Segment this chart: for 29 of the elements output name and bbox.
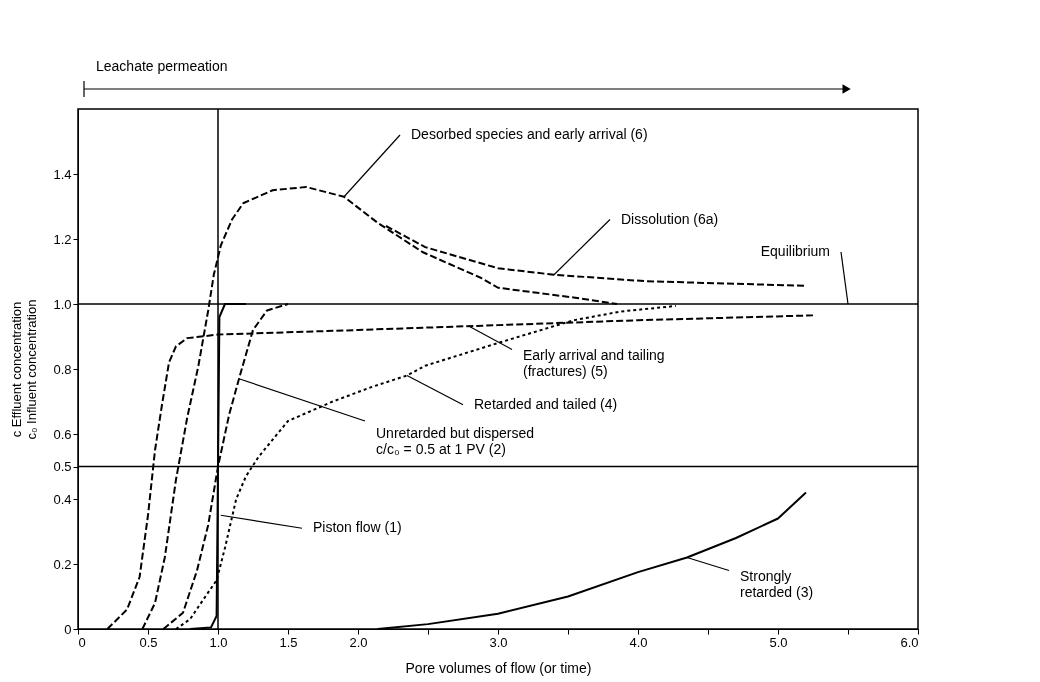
y-tick-label: 0.2 — [53, 556, 72, 572]
y-tick-label: 1.4 — [53, 166, 72, 182]
x-tick-label: 0.5 — [139, 634, 158, 650]
y-tick-label: 1.0 — [53, 296, 72, 312]
annotation: Desorbed species and early arrival (6) — [411, 126, 648, 142]
x-tick-label: 2.0 — [349, 634, 368, 650]
x-tick-label: 6.0 — [900, 634, 919, 650]
y-tick-label: 0.5 — [53, 459, 72, 474]
x-tick-label: 1.0 — [209, 634, 228, 650]
annotation: Strongly retarded (3) — [740, 568, 814, 600]
annotation: Equilibrium — [760, 243, 830, 259]
annotation: Dissolution (6a) — [621, 210, 719, 227]
x-tick-label: 3.0 — [489, 634, 508, 650]
x-tick-label: 4.0 — [629, 634, 648, 650]
x-tick-label: 5.0 — [769, 634, 788, 650]
annotation: Retarded and tailed (4) — [474, 395, 618, 412]
annotation: Piston flow (1) — [313, 519, 402, 536]
annotation: Early arrival and tailing (fractures) (5) — [523, 347, 665, 379]
y-tick-label: 0.8 — [53, 361, 72, 377]
x-tick-label: 0 — [78, 634, 86, 650]
text: Leachate permeation — [96, 58, 228, 74]
x-axis-title: Pore volumes of flow (or time) — [405, 659, 592, 676]
y-tick-label: 0 — [64, 621, 72, 637]
x-tick-label: 1.5 — [279, 634, 298, 650]
y-tick-label: 1.2 — [53, 231, 72, 247]
annotation: Unretarded but dispersed c/c₀ = 0.5 at 1 PV (2) — [376, 425, 534, 457]
y-axis-title: c Effluent concentration c₀ Influent concentration — [9, 299, 40, 440]
y-tick-label: 0.6 — [53, 426, 72, 442]
y-tick-label: 0.4 — [53, 491, 72, 507]
